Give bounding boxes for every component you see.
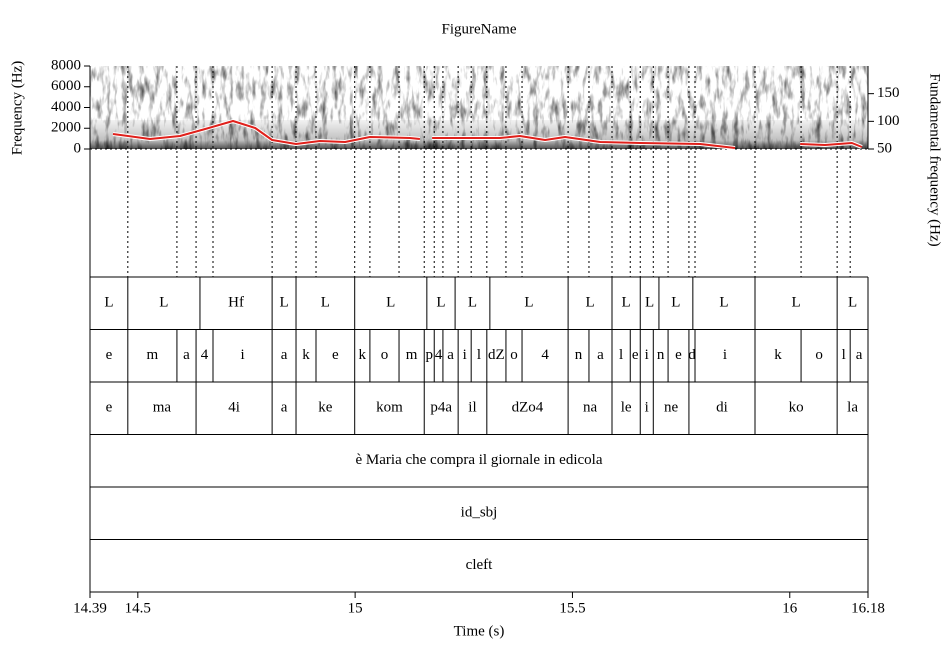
interval-label: n [657, 347, 665, 363]
pitch-line [112, 120, 863, 149]
interval-label: l [477, 347, 481, 363]
y-axis-label: Frequency (Hz) [9, 61, 25, 156]
interval-label: ke [318, 400, 333, 416]
interval-label: L [719, 295, 728, 311]
interval-label: na [583, 400, 598, 416]
interval-label: o [510, 347, 518, 363]
interval-label: L [159, 295, 168, 311]
interval-label: L [524, 295, 533, 311]
interval-label: l [619, 347, 623, 363]
interval-label: L [436, 295, 445, 311]
interval-label: L [321, 295, 330, 311]
interval-label: o [815, 347, 823, 363]
x-tick-label: 14.5 [125, 600, 151, 616]
interval-label: p4a [430, 400, 452, 416]
x-tick-label: 15.5 [559, 600, 585, 616]
interval-label: d [688, 347, 696, 363]
interval-label: il [468, 400, 476, 416]
interval-label: i [645, 347, 649, 363]
interval-label: ko [789, 400, 804, 416]
interval-label: m [147, 347, 159, 363]
interval-label: id_sbj [461, 505, 498, 521]
y-tick-label: 0 [74, 140, 82, 156]
interval-label: ma [153, 400, 172, 416]
interval-label: le [621, 400, 632, 416]
interval-label: L [104, 295, 113, 311]
interval-label: k [774, 347, 782, 363]
interval-label: L [622, 295, 631, 311]
interval-label: n [575, 347, 583, 363]
interval-label: ne [664, 400, 679, 416]
interval-label: 4 [541, 347, 549, 363]
x-tick-label: 16 [782, 600, 798, 616]
interval-label: a [597, 347, 604, 363]
y2-axis-label: Fundamental frequency (Hz) [927, 73, 943, 246]
interval-label: e [632, 347, 639, 363]
interval-label: Hf [228, 295, 244, 311]
interval-label: i [240, 347, 244, 363]
interval-label: a [183, 347, 190, 363]
interval-label: L [279, 295, 288, 311]
interval-label: o [381, 347, 389, 363]
y2-tick-label: 100 [877, 113, 900, 129]
chart-title: FigureName [442, 21, 517, 37]
interval-label: i [463, 347, 467, 363]
x-tick-label: 15 [348, 600, 363, 616]
interval-label: cleft [466, 557, 493, 573]
interval-label: dZo4 [512, 400, 544, 416]
y2-tick-label: 50 [877, 140, 892, 156]
interval-label: e [675, 347, 682, 363]
interval-label: L [468, 295, 477, 311]
interval-label: a [281, 347, 288, 363]
interval-label: L [585, 295, 594, 311]
interval-label: L [671, 295, 680, 311]
interval-label: l [842, 347, 846, 363]
interval-label: k [302, 347, 310, 363]
interval-label: 4 [435, 347, 443, 363]
y-tick-label: 2000 [51, 120, 81, 136]
interval-label: k [359, 347, 367, 363]
x-tick-label: 14.39 [73, 600, 107, 616]
interval-label: e [106, 347, 113, 363]
interval-label: L [848, 295, 857, 311]
interval-label: e [332, 347, 339, 363]
interval-label: L [791, 295, 800, 311]
interval-label: dZ [488, 347, 505, 363]
y-tick-label: 4000 [51, 99, 81, 115]
interval-label: di [716, 400, 728, 416]
y2-tick-label: 150 [877, 85, 900, 101]
interval-label: L [645, 295, 654, 311]
y-tick-label: 8000 [51, 57, 81, 73]
interval-label: a [856, 347, 863, 363]
interval-label: la [847, 400, 858, 416]
spectrogram-low-band [90, 120, 868, 149]
x-axis-label: Time (s) [454, 623, 505, 639]
interval-label: L [386, 295, 395, 311]
interval-label: e [106, 400, 113, 416]
interval-label: kom [376, 400, 403, 416]
interval-label: 4 [201, 347, 209, 363]
interval-label: m [406, 347, 418, 363]
interval-label: i [645, 400, 649, 416]
interval-label: è Maria che compra il giornale in edicol… [356, 452, 603, 468]
interval-label: a [281, 400, 288, 416]
interval-label: a [447, 347, 454, 363]
x-tick-label: 16.18 [851, 600, 885, 616]
interval-label: p [425, 347, 433, 363]
y-tick-label: 6000 [51, 78, 81, 94]
interval-label: 4i [228, 400, 240, 416]
interval-label: i [723, 347, 727, 363]
